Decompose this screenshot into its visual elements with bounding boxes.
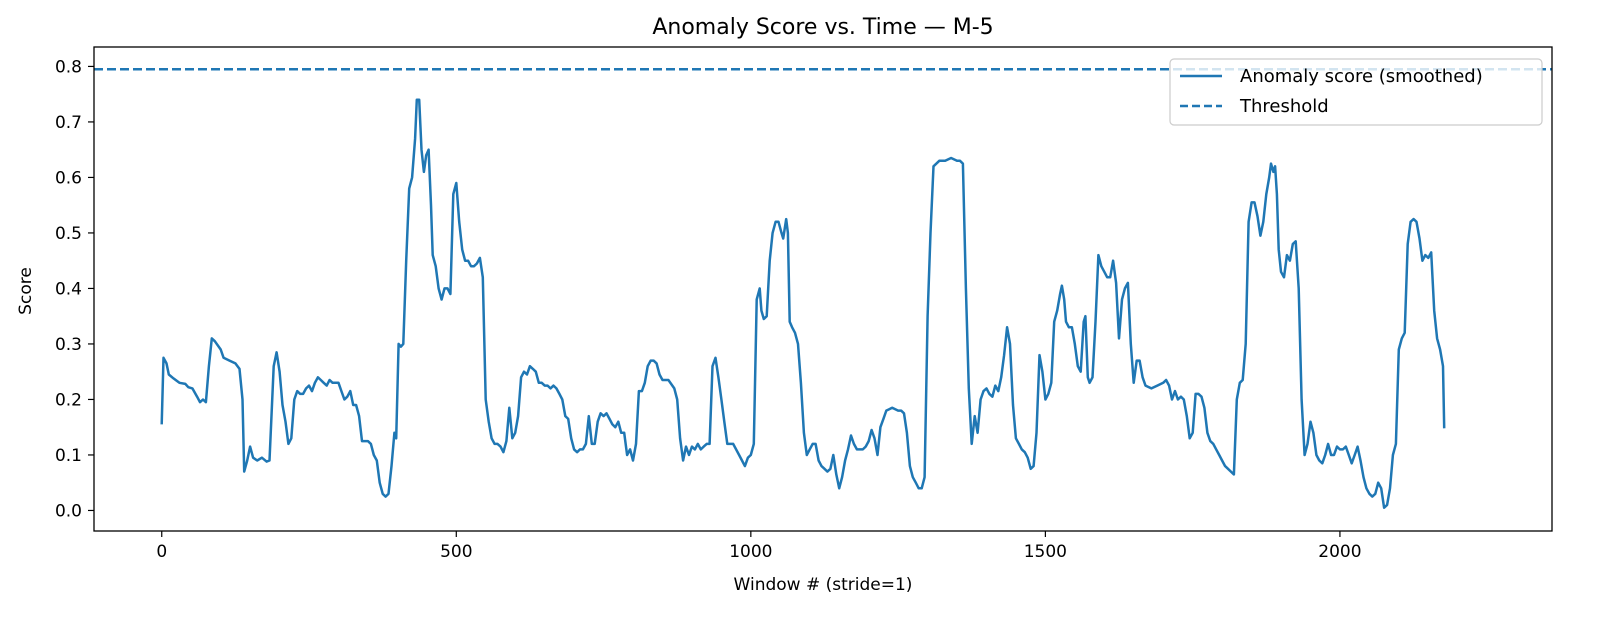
y-axis-label: Score	[16, 267, 36, 315]
x-tick-label: 0	[156, 542, 167, 562]
y-tick-label: 0.5	[55, 224, 82, 244]
legend-entry-threshold: Threshold	[1239, 96, 1329, 117]
x-axis-ticks: 0 500 1000 1500 2000	[156, 531, 1362, 562]
x-tick-label: 1500	[1024, 542, 1067, 562]
x-axis-label: Window # (stride=1)	[734, 575, 913, 595]
x-tick-label: 500	[440, 542, 472, 562]
chart-title: Anomaly Score vs. Time — M-5	[652, 15, 993, 40]
series-line-anomaly-score	[160, 98, 1446, 509]
y-tick-label: 0.7	[55, 113, 82, 133]
y-tick-label: 0.1	[55, 446, 82, 466]
x-tick-label: 1000	[729, 542, 772, 562]
x-tick-label: 2000	[1318, 542, 1361, 562]
y-tick-label: 0.6	[55, 168, 82, 188]
legend-entry-anomaly-score: Anomaly score (smoothed)	[1240, 66, 1483, 87]
y-tick-label: 0.3	[55, 335, 82, 355]
legend-box	[1169, 58, 1543, 126]
y-tick-label: 0.4	[55, 279, 82, 299]
y-tick-label: 0.0	[55, 501, 82, 521]
legend: Anomaly score (smoothed) Threshold	[1169, 58, 1543, 126]
y-axis-ticks: 0.0 0.1 0.2 0.3 0.4 0.5 0.6 0.7 0.8	[55, 57, 94, 521]
y-tick-label: 0.2	[55, 390, 82, 410]
y-tick-label: 0.8	[55, 57, 82, 77]
